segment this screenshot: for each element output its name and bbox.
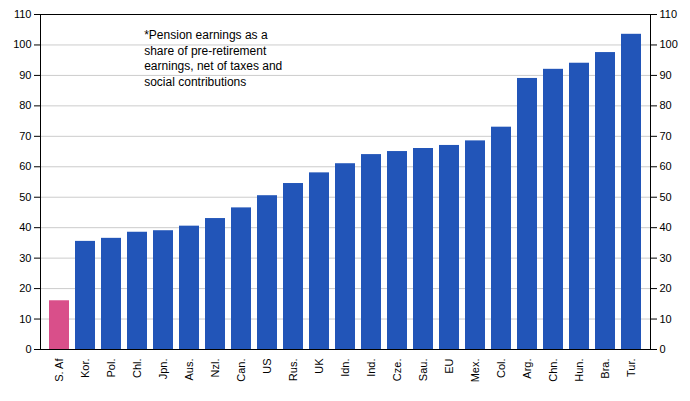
svg-text:Aus.: Aus.	[183, 359, 195, 381]
svg-text:Sau.: Sau.	[417, 359, 429, 382]
svg-text:10: 10	[660, 313, 672, 325]
svg-text:S. Af: S. Af	[53, 358, 65, 382]
svg-text:40: 40	[19, 221, 31, 233]
svg-text:Rus.: Rus.	[287, 359, 299, 382]
svg-text:50: 50	[660, 191, 672, 203]
svg-text:90: 90	[660, 69, 672, 81]
svg-text:30: 30	[19, 252, 31, 264]
svg-text:40: 40	[660, 221, 672, 233]
svg-text:Chn.: Chn.	[547, 359, 559, 382]
svg-text:10: 10	[19, 313, 31, 325]
svg-text:US: US	[261, 359, 273, 374]
svg-text:EU: EU	[443, 358, 455, 373]
svg-text:100: 100	[13, 38, 31, 50]
svg-text:Ind.: Ind.	[365, 359, 377, 377]
svg-text:50: 50	[19, 191, 31, 203]
svg-text:*Pension earnings as ashare of: *Pension earnings as ashare of pre-retir…	[144, 28, 282, 89]
svg-text:Jpn.: Jpn.	[157, 359, 169, 380]
svg-text:Tur.: Tur.	[625, 359, 637, 378]
svg-text:60: 60	[660, 160, 672, 172]
svg-text:110: 110	[660, 8, 678, 20]
svg-text:Chl.: Chl.	[131, 359, 143, 379]
svg-text:Can.: Can.	[235, 359, 247, 382]
svg-text:20: 20	[660, 282, 672, 294]
svg-text:70: 70	[660, 130, 672, 142]
svg-text:70: 70	[19, 130, 31, 142]
svg-text:80: 80	[660, 99, 672, 111]
svg-text:Hun.: Hun.	[573, 359, 585, 382]
svg-text:Nzl.: Nzl.	[209, 359, 221, 378]
svg-text:30: 30	[660, 252, 672, 264]
svg-text:UK: UK	[313, 358, 325, 374]
svg-text:Idn.: Idn.	[339, 359, 351, 377]
svg-text:Bra.: Bra.	[599, 359, 611, 379]
svg-text:0: 0	[25, 343, 31, 355]
svg-text:Arg.: Arg.	[521, 359, 533, 379]
svg-text:100: 100	[660, 38, 678, 50]
svg-text:Cze.: Cze.	[391, 359, 403, 382]
svg-text:Kor.: Kor.	[79, 359, 91, 379]
svg-text:0: 0	[660, 343, 666, 355]
svg-text:80: 80	[19, 99, 31, 111]
svg-text:Mex.: Mex.	[469, 359, 481, 383]
svg-text:20: 20	[19, 282, 31, 294]
svg-text:60: 60	[19, 160, 31, 172]
svg-text:110: 110	[14, 8, 32, 20]
svg-text:90: 90	[19, 69, 31, 81]
svg-text:Pol.: Pol.	[105, 359, 117, 378]
svg-text:Col.: Col.	[495, 359, 507, 379]
